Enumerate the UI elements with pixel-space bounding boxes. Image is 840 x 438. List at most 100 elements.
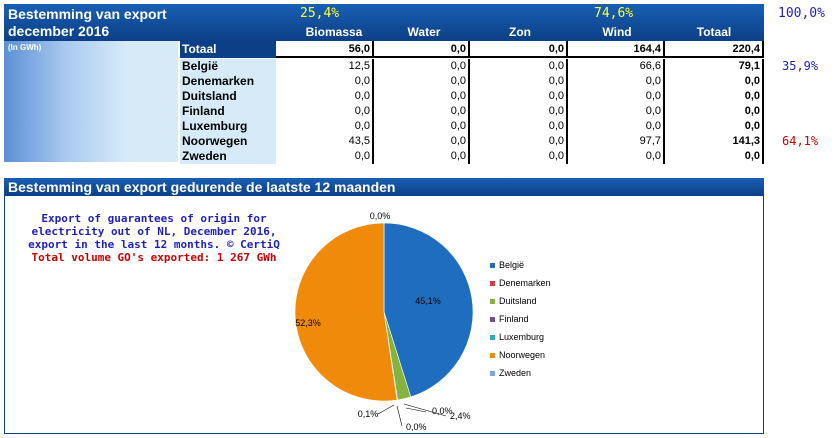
country-label: Noorwegen [180, 134, 276, 149]
pie-chart: 45,1%0,0%2,4%0,0%0,1%52,3%0,0% [294, 211, 474, 432]
table-cell: 0,0 [470, 119, 568, 134]
legend-item: Finland [490, 310, 610, 328]
table-cell: 0,0 [276, 74, 374, 89]
label-leader-1 [405, 407, 427, 413]
col-totaal: Totaal [696, 25, 732, 39]
table-title-line1: Bestemming van export [8, 6, 167, 22]
table-cell: 79,1 [665, 59, 764, 74]
legend-swatch [490, 353, 495, 359]
total-cell: 0,0 [470, 41, 568, 58]
legend-label: Zweden [499, 368, 532, 378]
table-cell: 0,0 [374, 104, 470, 119]
table-cell: 0,0 [470, 74, 568, 89]
col-wind: Wind [602, 25, 632, 39]
table-cell: 97,7 [568, 134, 665, 149]
legend-swatch [490, 317, 495, 323]
legend-label: België [499, 260, 525, 270]
table-cell: 0,0 [568, 74, 665, 89]
col-zon: Zon [509, 25, 531, 39]
table-title-line2: december 2016 [8, 23, 110, 39]
legend-swatch [490, 371, 495, 377]
col-biomassa: Biomassa [305, 25, 363, 39]
slice-label-5: 52,3% [295, 318, 321, 328]
note-line3: export in the last 12 months. © CertiQ [28, 238, 280, 251]
legend-item: Denemarken [490, 274, 610, 292]
pct-total: 100,0% [778, 6, 825, 21]
legend-label: Finland [499, 314, 529, 324]
pct-biomass: 25,4% [300, 6, 340, 21]
table-cell: 66,6 [568, 59, 665, 74]
pie-slice-0 [383, 222, 474, 398]
table-cell: 0,0 [276, 89, 374, 104]
table-cell: 0,0 [568, 149, 665, 164]
table-cell: 0,0 [374, 74, 470, 89]
table-cell: 0,0 [276, 104, 374, 119]
table-cell: 0,0 [665, 119, 764, 134]
table-cell: 0,0 [374, 89, 470, 104]
total-cell: 0,0 [374, 41, 470, 58]
table-cell: 0,0 [374, 149, 470, 164]
note-line4: Total volume GO's exported: 1 267 GWh [31, 251, 277, 264]
table-left-panel [4, 41, 178, 162]
label-leader-2 [403, 403, 447, 417]
country-label: Zweden [180, 149, 276, 164]
chart-legend: België Denemarken Duitsland Finland Luxembur… [490, 256, 610, 382]
country-label: Denemarken [180, 74, 276, 89]
legend-swatch [490, 281, 495, 287]
pct-wind: 74,6% [594, 6, 634, 21]
table-cell: 0,0 [665, 74, 764, 89]
legend-item: België [490, 256, 610, 274]
table-cell: 0,0 [374, 134, 470, 149]
legend-swatch [490, 299, 495, 305]
slice-label-2: 2,4% [450, 411, 471, 421]
table-cell: 0,0 [665, 89, 764, 104]
legend-label: Luxemburg [499, 332, 545, 342]
country-share: 64,1% [782, 134, 819, 148]
table-cell: 12,5 [276, 59, 374, 74]
slice-label-1: 0,0% [432, 406, 453, 416]
table-header-band [4, 4, 764, 41]
table-cell: 0,0 [568, 89, 665, 104]
col-water: Water [407, 25, 441, 39]
table-cell: 141,3 [665, 134, 764, 149]
label-leader-3 [396, 405, 403, 427]
table-cell: 0,0 [470, 149, 568, 164]
legend-swatch [490, 263, 495, 269]
table-cell: 0,0 [665, 104, 764, 119]
legend-item: Duitsland [490, 292, 610, 310]
table-cell: 0,0 [374, 119, 470, 134]
table-cell: 0,0 [276, 119, 374, 134]
legend-label: Duitsland [499, 296, 537, 306]
legend-item: Luxemburg [490, 328, 610, 346]
slice-label-6: 0,0% [370, 211, 391, 221]
label-leader-4 [377, 404, 395, 415]
note-line1: Export of guarantees of origin for [41, 212, 267, 225]
pie-slice-5 [294, 222, 398, 402]
country-label: Luxemburg [180, 119, 276, 134]
legend-label: Noorwegen [499, 350, 546, 360]
section-header: Bestemming van export gedurende de laats… [4, 178, 764, 196]
table-cell: 43,5 [276, 134, 374, 149]
total-cell: 220,4 [665, 41, 764, 58]
slice-label-3: 0,0% [406, 422, 427, 432]
legend-item: Zweden [490, 364, 610, 382]
table-cell: 0,0 [374, 59, 470, 74]
country-label: Finland [180, 104, 276, 119]
country-label: België [180, 59, 276, 74]
table-cell: 0,0 [470, 59, 568, 74]
legend-swatch [490, 335, 495, 341]
table-cell: 0,0 [568, 119, 665, 134]
note-line2: electricity out of NL, December 2016, [31, 225, 277, 238]
table-cell: 0,0 [665, 149, 764, 164]
total-cell: 56,0 [276, 41, 374, 58]
table-cell: 0,0 [276, 149, 374, 164]
table-cell: 0,0 [470, 104, 568, 119]
unit-label: (In GWh) [8, 43, 42, 52]
slice-label-4: 0,1% [358, 409, 379, 419]
slice-label-0: 45,1% [415, 296, 441, 306]
legend-label: Denemarken [499, 278, 551, 288]
table-cell: 0,0 [470, 89, 568, 104]
table-cell: 0,0 [470, 134, 568, 149]
country-label: Duitsland [180, 89, 276, 104]
country-share: 35,9% [782, 59, 819, 73]
